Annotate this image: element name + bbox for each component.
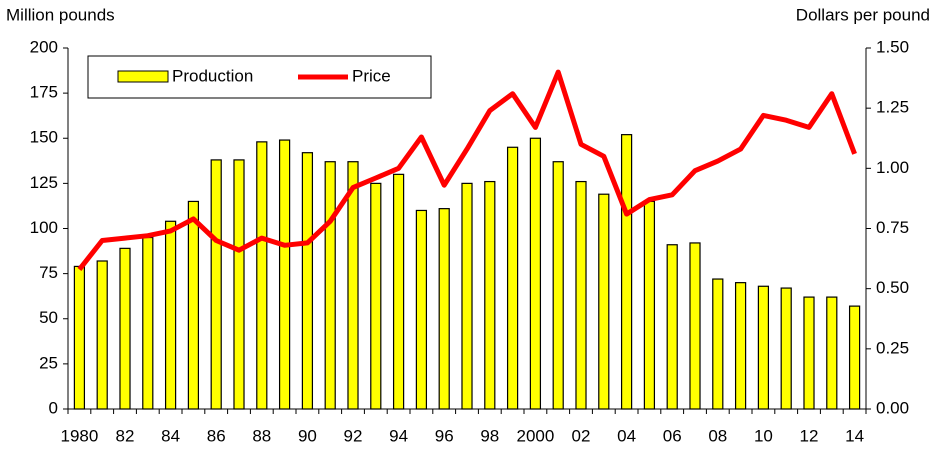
x-tick-label: 14	[845, 426, 864, 445]
x-tick-label: 04	[617, 426, 636, 445]
legend-label: Price	[352, 66, 391, 85]
bar	[757, 285, 770, 410]
bar	[210, 159, 222, 410]
price-line	[77, 69, 857, 271]
x-tick-label: 12	[800, 426, 819, 445]
bar	[461, 182, 473, 410]
y2-tick-label: 1.00	[876, 158, 909, 177]
y-tick-label: 25	[39, 353, 58, 372]
bar	[712, 278, 724, 410]
x-tick-label: 94	[389, 426, 408, 445]
bar	[438, 208, 450, 410]
bar	[233, 159, 245, 410]
bar	[347, 161, 359, 410]
bar	[666, 244, 678, 410]
bar	[620, 134, 633, 410]
y-tick-label: 0	[49, 398, 58, 417]
bar	[142, 236, 154, 410]
y2-tick-label: 1.25	[876, 98, 909, 117]
bar	[529, 137, 542, 410]
x-tick-label: 90	[298, 426, 317, 445]
bar	[484, 180, 496, 410]
bar	[164, 220, 177, 410]
y-tick-label: 100	[30, 218, 58, 237]
x-tick-label: 1980	[60, 426, 98, 445]
x-tick-label: 86	[207, 426, 226, 445]
bar	[848, 305, 861, 410]
bar	[415, 209, 428, 410]
bar	[187, 200, 200, 410]
x-tick-label: 02	[572, 426, 591, 445]
bar	[575, 180, 587, 410]
bar	[552, 161, 564, 410]
bar	[278, 139, 291, 410]
x-tick-label: 10	[754, 426, 773, 445]
bar	[643, 200, 656, 410]
bar	[73, 265, 86, 410]
bar	[392, 173, 405, 410]
x-tick-label: 08	[708, 426, 727, 445]
x-tick-label: 2000	[516, 426, 554, 445]
bar	[803, 296, 815, 410]
y-tick-label: 200	[30, 37, 58, 56]
bar	[96, 260, 108, 410]
x-tick-label: 06	[663, 426, 682, 445]
y-tick-label: 50	[39, 308, 58, 327]
y-tick-label: 175	[30, 83, 58, 102]
x-tick-label: 98	[480, 426, 499, 445]
legend-swatch	[117, 70, 169, 83]
legend-label: Production	[172, 66, 253, 85]
y2-tick-label: 0.50	[876, 278, 909, 297]
bar	[301, 152, 314, 410]
y2-tick-label: 0.75	[876, 218, 909, 237]
bar	[734, 282, 747, 410]
x-tick-label: 96	[435, 426, 454, 445]
y2-axis-title: Dollars per pound	[796, 5, 930, 24]
bar	[256, 141, 268, 410]
bar	[598, 193, 610, 410]
y2-tick-label: 0.25	[876, 338, 909, 357]
x-tick-label: 92	[344, 426, 363, 445]
bar	[370, 182, 382, 410]
y2-tick-label: 1.50	[876, 37, 909, 56]
bar	[689, 242, 701, 410]
y-tick-label: 75	[39, 263, 58, 282]
y-tick-label: 125	[30, 173, 58, 192]
y-tick-label: 150	[30, 128, 58, 147]
x-tick-label: 88	[252, 426, 271, 445]
bar	[506, 146, 519, 410]
bar	[119, 247, 131, 410]
y-axis-title: Million pounds	[6, 5, 115, 24]
bar	[780, 287, 792, 410]
bar	[826, 296, 838, 410]
bar	[324, 161, 336, 410]
x-tick-label: 84	[161, 426, 180, 445]
x-tick-label: 82	[116, 426, 135, 445]
y2-tick-label: 0.00	[876, 398, 909, 417]
